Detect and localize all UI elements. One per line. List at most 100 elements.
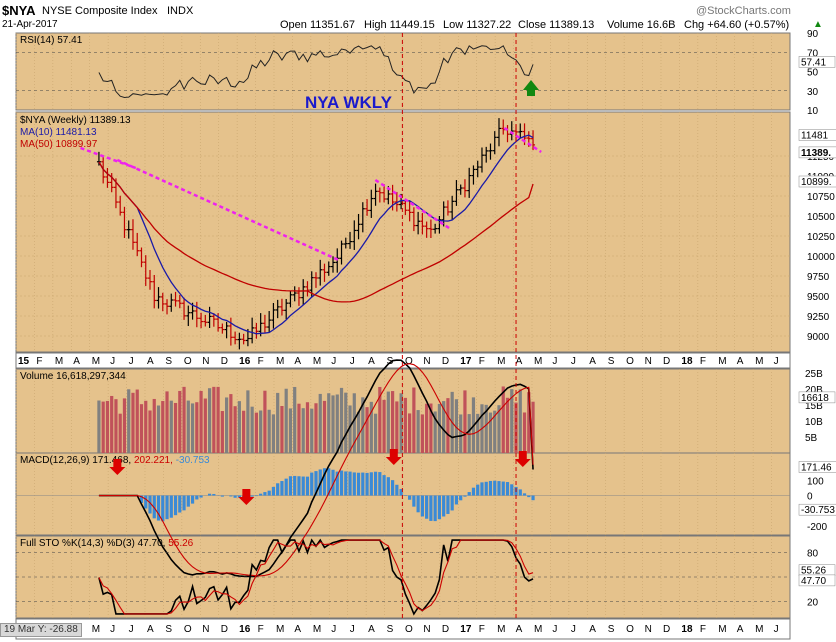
x-tick-label-bottom: D: [221, 624, 228, 635]
macd-hist-bar: [471, 487, 476, 496]
x-tick-label-bottom: N: [202, 624, 209, 635]
macd-hist-bar: [173, 495, 178, 516]
macd-hist-bar: [488, 480, 493, 496]
volume-bar: [276, 392, 280, 453]
x-tick-label-bottom: S: [387, 624, 394, 635]
x-tick-label: 17: [460, 356, 472, 367]
macd-hist-bar: [531, 495, 535, 501]
macd-hist-bar: [178, 495, 182, 513]
macd-hist-bar: [352, 472, 356, 496]
volume-bar: [318, 393, 322, 453]
volume-bar: [501, 386, 505, 453]
volume-bar: [339, 387, 344, 453]
x-tick-label: J: [552, 356, 557, 367]
macd-last-label: 171.46: [801, 462, 832, 473]
volume-bar: [267, 409, 271, 453]
volume-bar: [259, 410, 263, 453]
x-tick-label: M: [276, 356, 284, 367]
macd-hist-bar: [212, 493, 216, 496]
ma10-line: [98, 134, 534, 335]
price-y-tick: 9750: [807, 272, 830, 283]
volume-bar: [118, 413, 122, 453]
macd-hist-bar: [297, 476, 301, 496]
volume-bar: [246, 390, 250, 453]
macd-hist-bar: [267, 490, 271, 496]
trendline: [374, 178, 450, 230]
volume-bar: [425, 403, 429, 453]
volume-bar: [484, 404, 488, 453]
x-tick-label-bottom: 17: [460, 624, 472, 635]
macd-hist-bar: [161, 495, 165, 522]
rsi-y-tick: 70: [807, 48, 819, 59]
trendline: [503, 126, 542, 154]
stockcharts-logo: @StockCharts.com: [696, 5, 791, 17]
x-tick-label-bottom: M: [276, 624, 284, 635]
price-y-tick: 9500: [807, 292, 830, 303]
x-tick-label: D: [442, 356, 449, 367]
x-tick-label-bottom: M: [497, 624, 505, 635]
sto-legend: Full STO %K(14,3) %D(3) 47.70, 55.26: [20, 538, 194, 549]
x-tick-label-bottom: F: [258, 624, 264, 635]
price-last-label: 11389.: [801, 148, 831, 159]
red-down-arrow-icon: [514, 451, 531, 467]
price-legend: $NYA (Weekly) 11389.13: [20, 115, 131, 126]
x-tick-label-bottom: N: [645, 624, 652, 635]
macd-hist-bar: [442, 495, 446, 517]
macd-hist-bar: [484, 481, 488, 496]
volume-bar: [139, 404, 144, 453]
macd-hist-bar: [190, 495, 195, 504]
volume-bar: [497, 405, 501, 453]
x-tick-label: N: [202, 356, 209, 367]
x-tick-label-bottom: F: [700, 624, 706, 635]
macd-last-label: -30.753: [801, 505, 835, 516]
volume-bar: [152, 398, 156, 453]
macd-hist-bar: [259, 493, 263, 496]
x-tick-label: M: [55, 356, 63, 367]
volume-bar: [212, 386, 216, 453]
volume-bar: [148, 410, 152, 453]
x-tick-label: S: [608, 356, 615, 367]
volume-bar: [101, 401, 105, 453]
x-tick-label: J: [571, 356, 576, 367]
macd-hist-bar: [327, 468, 331, 496]
sto-y-tick: 20: [807, 598, 819, 609]
volume-bar: [293, 386, 297, 453]
macd-hist-bar: [369, 472, 373, 496]
volume-bar: [254, 412, 259, 453]
x-tick-label-bottom: A: [737, 624, 744, 635]
change-up-icon: ▲: [813, 19, 823, 30]
ma50-legend: MA(50) 10899.97: [20, 139, 98, 150]
macd-hist-bar: [476, 484, 480, 496]
volume-bar: [429, 403, 433, 453]
red-down-arrow-icon: [385, 449, 402, 465]
macd-hist-bar: [280, 481, 284, 496]
chart-date: 21-Apr-2017: [2, 19, 58, 30]
x-tick-label: J: [110, 356, 115, 367]
red-down-arrow-icon: [109, 459, 126, 475]
volume-bar: [437, 403, 442, 453]
panel-macd: [15, 452, 791, 536]
x-tick-label-bottom: M: [313, 624, 321, 635]
x-tick-label: F: [700, 356, 706, 367]
x-tick-label: A: [73, 356, 80, 367]
macd-hist-bar: [501, 481, 505, 496]
x-tick-label: M: [92, 356, 100, 367]
macd-hist-bar: [446, 495, 450, 514]
macd-hist-bar: [412, 495, 416, 507]
low-value: Low 11327.22: [443, 19, 512, 31]
volume-bar: [416, 410, 420, 453]
macd-hist-bar: [505, 482, 510, 496]
x-tick-label: M: [755, 356, 763, 367]
price-last-label: 11481: [801, 131, 829, 142]
rsi-legend: RSI(14) 57.41: [20, 35, 83, 46]
x-tick-label: A: [368, 356, 375, 367]
volume-bar: [169, 400, 173, 453]
symbol: $NYA: [2, 3, 36, 18]
volume-value: Volume 16.6B: [607, 19, 676, 31]
x-tick-label-bottom: J: [350, 624, 355, 635]
macd-hist-bar: [314, 471, 318, 496]
price-last-badge: [798, 146, 836, 159]
volume-bar: [322, 400, 327, 453]
volume-bar: [390, 391, 395, 453]
volume-bar: [135, 389, 139, 453]
